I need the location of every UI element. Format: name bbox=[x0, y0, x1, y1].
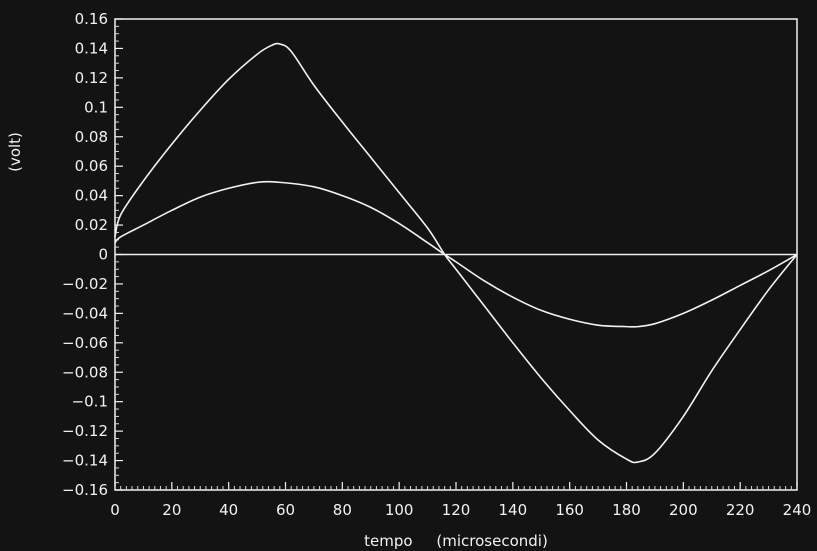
axis-ticks-group bbox=[114, 18, 798, 491]
x-tick-label: 140 bbox=[499, 501, 528, 519]
y-tick-label: 0.04 bbox=[75, 187, 108, 205]
y-tick-label: 0.02 bbox=[75, 216, 108, 234]
tick-labels-group: 0.16 0.14 0.12 0.1 0.08 0.06 0.04 0.02 0 −0.02 −0.… bbox=[62, 10, 811, 519]
y-tick-label: 0.06 bbox=[75, 157, 108, 175]
x-tick-label: 0 bbox=[110, 501, 120, 519]
x-tick-label: 200 bbox=[669, 501, 698, 519]
x-tick-label: 40 bbox=[219, 501, 238, 519]
y-tick-label: −0.12 bbox=[62, 422, 108, 440]
x-axis-title: tempo (microsecondi) bbox=[364, 532, 548, 550]
series-line-1 bbox=[114, 42, 798, 464]
y-tick-label: 0.1 bbox=[84, 98, 108, 116]
x-tick-label: 100 bbox=[385, 501, 414, 519]
x-tick-label: 60 bbox=[276, 501, 295, 519]
x-tick-label: 160 bbox=[555, 501, 584, 519]
y-tick-label: −0.1 bbox=[72, 393, 108, 411]
x-tick-label: 80 bbox=[333, 501, 352, 519]
y-tick-label: −0.04 bbox=[62, 304, 108, 322]
series-group bbox=[114, 42, 798, 464]
y-tick-label: −0.02 bbox=[62, 275, 108, 293]
x-tick-label: 120 bbox=[442, 501, 471, 519]
x-tick-label: 20 bbox=[162, 501, 181, 519]
plot-frame-group bbox=[114, 18, 798, 491]
y-tick-label: 0.08 bbox=[75, 128, 108, 146]
y-axis-title: (volt) bbox=[6, 132, 24, 172]
y-tick-label: −0.08 bbox=[62, 363, 108, 381]
x-tick-label: 240 bbox=[783, 501, 812, 519]
y-tick-label: −0.06 bbox=[62, 334, 108, 352]
y-tick-label: −0.16 bbox=[62, 481, 108, 499]
y-tick-label: 0.16 bbox=[75, 10, 108, 28]
x-tick-label: 180 bbox=[612, 501, 641, 519]
y-tick-label: 0 bbox=[98, 246, 108, 264]
series-line-2 bbox=[114, 180, 798, 328]
y-tick-label: 0.14 bbox=[75, 39, 108, 57]
y-tick-label: −0.14 bbox=[62, 452, 108, 470]
y-tick-label: 0.12 bbox=[75, 69, 108, 87]
x-tick-label: 220 bbox=[726, 501, 755, 519]
